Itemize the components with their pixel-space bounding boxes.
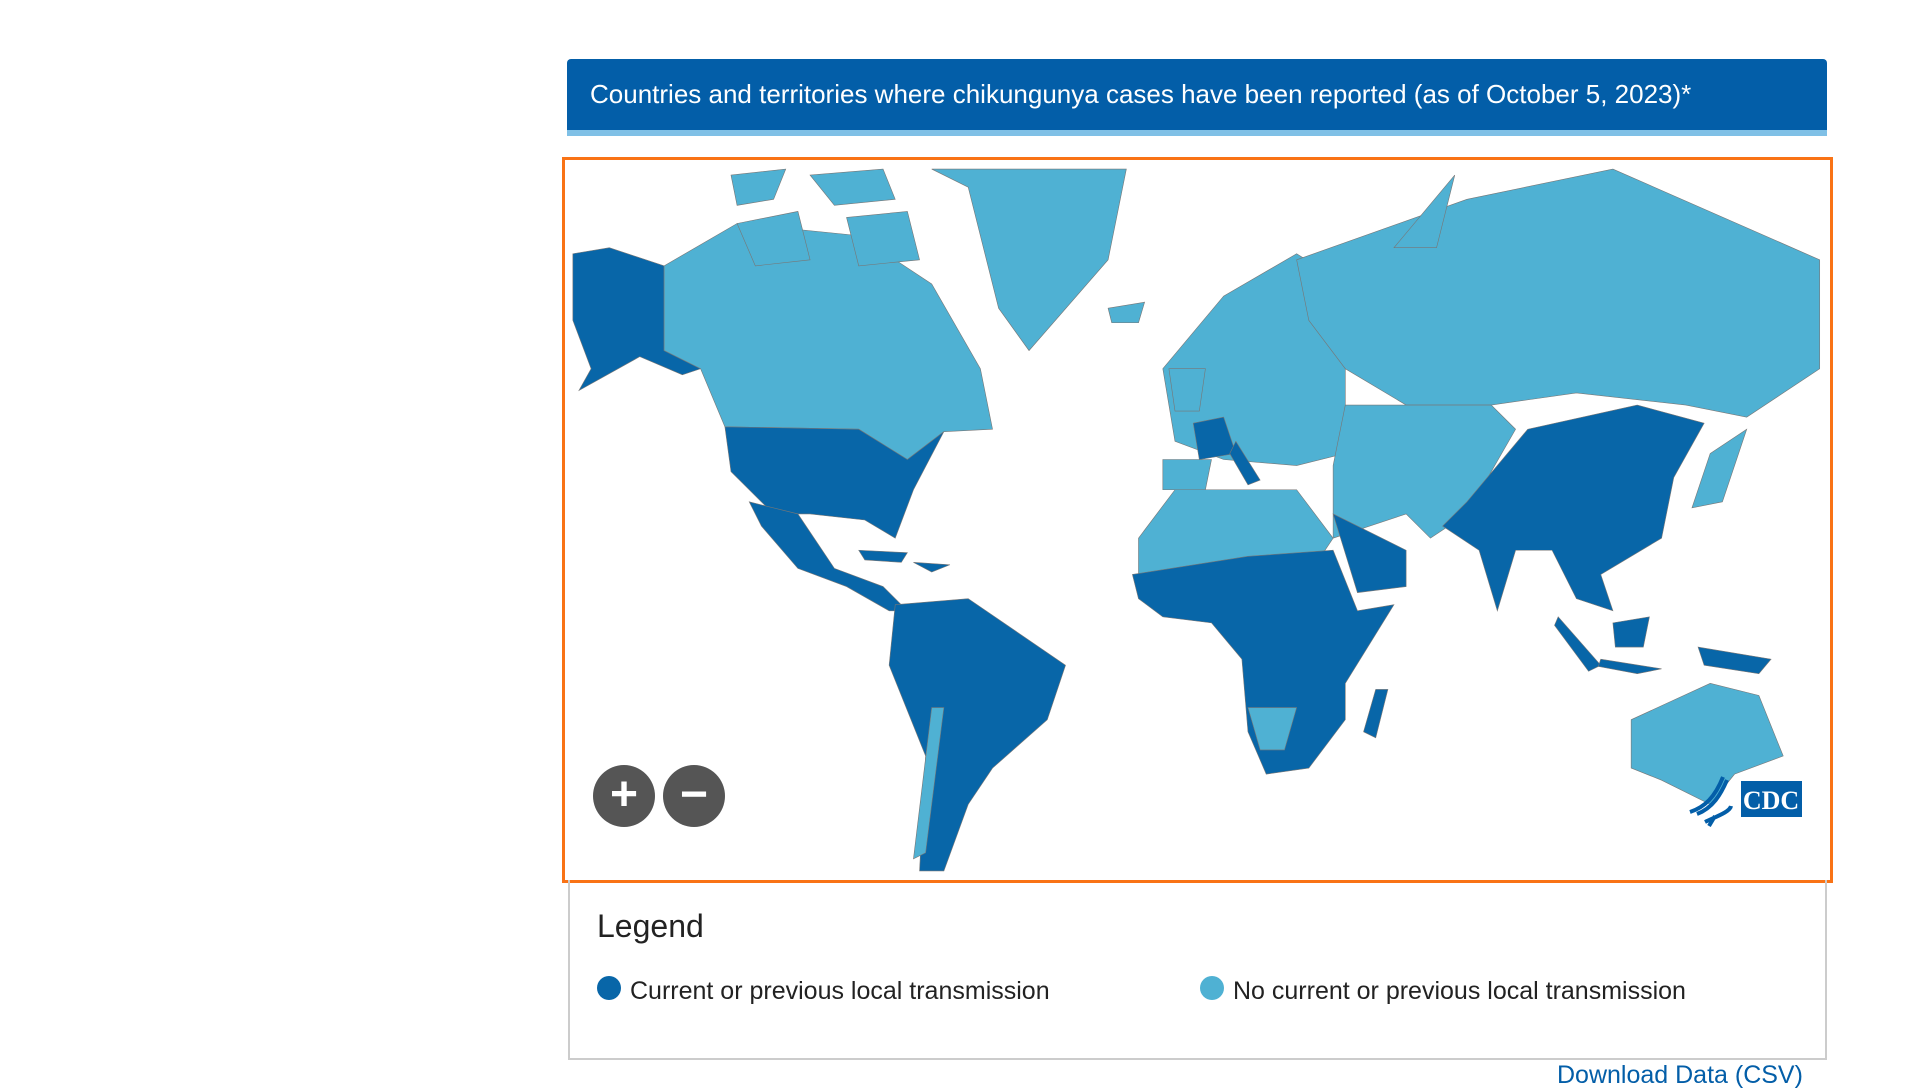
region-caribbean[interactable]	[858, 549, 908, 563]
region-uk[interactable]	[1168, 368, 1206, 412]
map-title-bar: Countries and territories where chikungu…	[567, 59, 1827, 136]
zoom-in-button[interactable]: +	[593, 765, 655, 827]
region-greenland[interactable]	[1107, 301, 1146, 324]
region-canada[interactable]	[846, 211, 920, 267]
world-map[interactable]	[568, 163, 1827, 877]
cdc-logo: CDC	[1689, 776, 1802, 828]
region-papua-new-guinea[interactable]	[1697, 646, 1772, 675]
region-canada[interactable]	[809, 168, 896, 206]
map-container[interactable]	[562, 157, 1833, 883]
legend-label: Current or previous local transmission	[630, 977, 1050, 1005]
legend-item-none: No current or previous local transmissio…	[1200, 975, 1686, 1006]
region-indonesia[interactable]	[1612, 616, 1650, 648]
region-indonesia[interactable]	[1597, 658, 1662, 674]
region-caribbean[interactable]	[913, 562, 951, 573]
region-south-america[interactable]	[888, 598, 1066, 872]
legend-label: No current or previous local transmissio…	[1233, 977, 1686, 1005]
region-japan[interactable]	[1691, 428, 1748, 509]
region-greenland[interactable]	[931, 168, 1127, 352]
region-madagascar[interactable]	[1363, 689, 1389, 739]
region-southern-africa-part[interactable]	[1247, 707, 1298, 751]
region-australia[interactable]	[1630, 683, 1784, 805]
region-indonesia[interactable]	[1554, 616, 1602, 672]
zoom-out-button[interactable]: −	[663, 765, 725, 827]
map-title: Countries and territories where chikungu…	[590, 79, 1692, 109]
light-blue-dot-icon	[1200, 975, 1224, 1000]
legend-title: Legend	[597, 908, 704, 944]
region-canada[interactable]	[663, 223, 993, 460]
region-arabia[interactable]	[1332, 513, 1407, 593]
region-italy[interactable]	[1229, 440, 1261, 486]
dark-blue-dot-icon	[597, 975, 621, 1000]
region-iberia[interactable]	[1162, 459, 1212, 491]
region-alaska[interactable]	[572, 247, 702, 392]
region-chile[interactable]	[913, 707, 945, 860]
region-canada[interactable]	[730, 168, 787, 206]
region-russia[interactable]	[1393, 174, 1456, 249]
region-south-east-asia[interactable]	[1442, 404, 1705, 612]
region-sub-saharan-africa[interactable]	[1132, 549, 1395, 775]
legend-item-local: Current or previous local transmission	[597, 975, 1050, 1006]
legend-panel: Legend Current or previous local transmi…	[568, 880, 1827, 1060]
download-csv-link[interactable]: Download Data (CSV)	[1557, 1061, 1803, 1089]
svg-text:CDC: CDC	[1743, 786, 1799, 815]
region-canada[interactable]	[736, 211, 811, 267]
region-russia[interactable]	[1296, 168, 1821, 418]
